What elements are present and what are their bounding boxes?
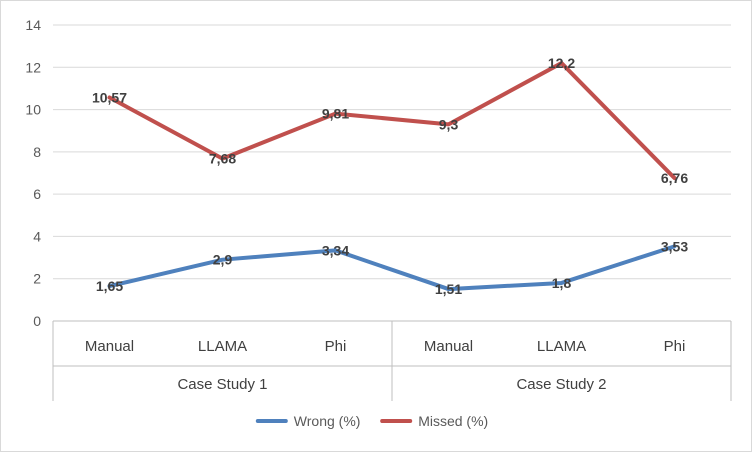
y-tick-label: 8 bbox=[33, 144, 41, 160]
series-line-missed bbox=[107, 61, 677, 181]
x-category-label: LLAMA bbox=[198, 338, 247, 355]
y-tick-label: 12 bbox=[25, 59, 41, 75]
data-label: 2,9 bbox=[213, 252, 233, 268]
series-line-wrong bbox=[107, 244, 677, 292]
x-group-label: Case Study 1 bbox=[177, 376, 267, 393]
x-group-label: Case Study 2 bbox=[516, 376, 606, 393]
data-label: 1,8 bbox=[552, 275, 572, 291]
data-label: 9,3 bbox=[439, 116, 459, 132]
y-tick-label: 6 bbox=[33, 186, 41, 202]
data-label: 1,65 bbox=[96, 278, 123, 294]
y-tick-label: 10 bbox=[25, 102, 41, 118]
y-tick-label: 2 bbox=[33, 271, 41, 287]
data-label: 7,68 bbox=[209, 151, 236, 167]
data-label: 9,81 bbox=[322, 106, 349, 122]
x-category-label: Manual bbox=[85, 338, 134, 355]
x-category-label: Phi bbox=[664, 338, 686, 355]
x-category-label: LLAMA bbox=[537, 338, 586, 355]
data-label: 12,2 bbox=[548, 55, 575, 71]
x-category-label: Manual bbox=[424, 338, 473, 355]
y-tick-label: 0 bbox=[33, 313, 41, 329]
y-tick-label: 14 bbox=[25, 17, 41, 33]
data-label: 3,34 bbox=[322, 242, 349, 258]
legend-label: Missed (%) bbox=[418, 413, 488, 429]
x-category-label: Phi bbox=[325, 338, 347, 355]
data-label: 1,51 bbox=[435, 281, 462, 297]
legend-label: Wrong (%) bbox=[294, 413, 361, 429]
y-tick-label: 4 bbox=[33, 228, 41, 244]
data-label: 10,57 bbox=[92, 90, 127, 106]
data-label: 6,76 bbox=[661, 170, 688, 186]
data-label: 3,53 bbox=[661, 238, 688, 254]
